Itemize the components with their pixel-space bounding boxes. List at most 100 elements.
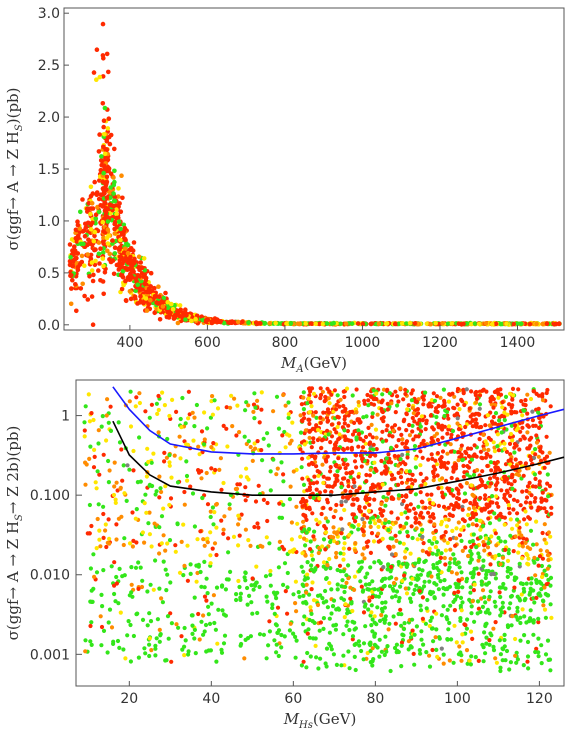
scatter-point bbox=[146, 623, 150, 627]
scatter-point bbox=[418, 589, 422, 593]
scatter-point bbox=[445, 410, 449, 414]
scatter-point bbox=[159, 632, 163, 636]
scatter-point bbox=[405, 516, 409, 520]
scatter-point bbox=[474, 393, 478, 397]
scatter-point bbox=[239, 634, 243, 638]
scatter-point bbox=[307, 478, 311, 482]
scatter-point bbox=[189, 319, 194, 324]
scatter-point bbox=[478, 484, 482, 488]
scatter-point bbox=[306, 560, 310, 564]
scatter-point bbox=[442, 399, 446, 403]
scatter-point bbox=[193, 317, 198, 322]
scatter-point bbox=[123, 573, 127, 577]
scatter-point bbox=[529, 506, 533, 510]
scatter-point bbox=[82, 294, 87, 299]
scatter-point bbox=[487, 595, 491, 599]
scatter-point bbox=[501, 601, 505, 605]
scatter-point bbox=[301, 594, 305, 598]
scatter-point bbox=[484, 536, 488, 540]
scatter-point bbox=[89, 566, 93, 570]
scatter-point bbox=[542, 506, 546, 510]
scatter-point bbox=[168, 580, 172, 584]
scatter-point bbox=[394, 577, 398, 581]
scatter-point bbox=[235, 404, 239, 408]
scatter-point bbox=[130, 583, 134, 587]
scatter-point bbox=[156, 394, 160, 398]
scatter-point bbox=[399, 475, 403, 479]
scatter-point bbox=[473, 443, 477, 447]
scatter-point bbox=[159, 490, 163, 494]
scatter-point bbox=[474, 400, 478, 404]
scatter-point bbox=[170, 398, 174, 402]
scatter-point bbox=[489, 460, 493, 464]
scatter-point bbox=[111, 191, 116, 196]
scatter-point bbox=[380, 601, 384, 605]
scatter-point bbox=[503, 447, 507, 451]
scatter-point bbox=[401, 562, 405, 566]
scatter-point bbox=[104, 545, 108, 549]
scatter-point bbox=[407, 423, 411, 427]
scatter-point bbox=[436, 438, 440, 442]
scatter-point bbox=[214, 628, 218, 632]
scatter-point bbox=[152, 286, 157, 291]
scatter-point bbox=[364, 583, 368, 587]
scatter-point bbox=[482, 645, 486, 649]
scatter-point bbox=[342, 598, 346, 602]
scatter-point bbox=[543, 608, 547, 612]
scatter-point bbox=[105, 413, 109, 417]
scatter-point bbox=[212, 621, 216, 625]
scatter-point bbox=[83, 483, 87, 487]
scatter-point bbox=[109, 405, 113, 409]
scatter-point bbox=[549, 506, 553, 510]
scatter-point bbox=[114, 575, 118, 579]
scatter-point bbox=[441, 604, 445, 608]
scatter-point bbox=[368, 442, 372, 446]
scatter-point bbox=[519, 503, 523, 507]
scatter-point bbox=[322, 616, 326, 620]
scatter-point bbox=[491, 627, 495, 631]
scatter-point bbox=[99, 614, 103, 618]
scatter-point bbox=[449, 450, 453, 454]
scatter-point bbox=[343, 421, 347, 425]
scatter-point bbox=[114, 522, 118, 526]
scatter-point bbox=[469, 654, 473, 658]
scatter-point bbox=[515, 609, 519, 613]
scatter-point bbox=[537, 564, 541, 568]
scatter-point bbox=[178, 456, 182, 460]
scatter-point bbox=[484, 610, 488, 614]
scatter-point bbox=[158, 317, 163, 322]
scatter-point bbox=[451, 429, 455, 433]
scatter-point bbox=[208, 530, 212, 534]
scatter-point bbox=[482, 659, 486, 663]
scatter-point bbox=[446, 541, 450, 545]
scatter-point bbox=[163, 658, 167, 662]
scatter-point bbox=[324, 661, 328, 665]
scatter-point bbox=[447, 621, 451, 625]
scatter-point bbox=[92, 180, 97, 185]
scatter-point bbox=[101, 241, 106, 246]
scatter-point bbox=[545, 549, 549, 553]
scatter-point bbox=[493, 449, 497, 453]
scatter-point bbox=[443, 556, 447, 560]
scatter-point bbox=[105, 196, 110, 201]
scatter-point bbox=[449, 557, 453, 561]
scatter-point bbox=[137, 656, 141, 660]
scatter-point bbox=[498, 595, 502, 599]
scatter-point bbox=[143, 409, 147, 413]
scatter-point bbox=[405, 591, 409, 595]
scatter-point bbox=[258, 420, 262, 424]
scatter-point bbox=[184, 421, 188, 425]
scatter-point bbox=[383, 504, 387, 508]
scatter-point bbox=[108, 203, 113, 208]
y-tick-label-top: 2.0 bbox=[38, 110, 60, 126]
scatter-point bbox=[184, 459, 188, 463]
scatter-point bbox=[136, 560, 140, 564]
scatter-point bbox=[499, 322, 504, 327]
scatter-point bbox=[419, 608, 423, 612]
x-axis-title-top: MA(GeV) bbox=[280, 354, 347, 375]
scatter-point bbox=[540, 661, 544, 665]
x-axis-title-unit: (GeV) bbox=[304, 354, 347, 372]
scatter-point bbox=[442, 662, 446, 666]
scatter-point bbox=[152, 588, 156, 592]
scatter-point bbox=[339, 531, 343, 535]
